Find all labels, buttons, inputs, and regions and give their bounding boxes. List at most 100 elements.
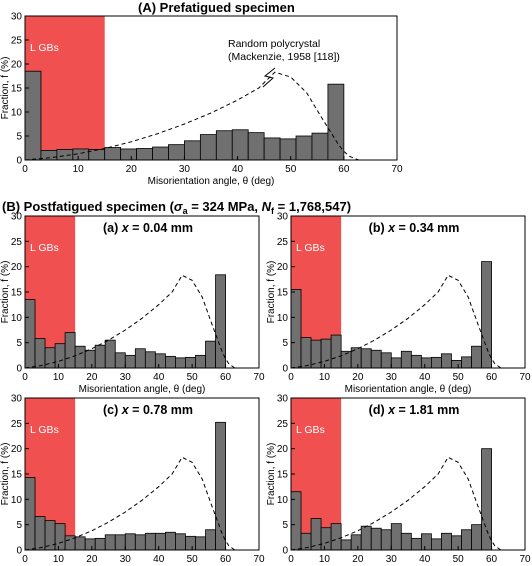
y-axis-label: Fraction, f (%) — [0, 261, 11, 324]
bar — [34, 338, 46, 369]
x-tick-label: 70 — [253, 554, 265, 565]
x-axis-label: Misorientation angle, θ (deg) — [148, 176, 275, 187]
bar — [24, 70, 42, 161]
x-tick-label: 60 — [486, 372, 498, 383]
x-axis-label: Misorientation angle, θ (deg) — [79, 384, 206, 395]
panel-b-mid: = 324 MPa, — [188, 199, 262, 214]
bar — [184, 140, 201, 161]
y-tick-label: 15 — [11, 288, 23, 299]
annotation-line: Random polycrystal — [228, 38, 320, 50]
x-tick-label: 50 — [453, 554, 465, 565]
y-axis-label: Fraction, f (%) — [0, 57, 11, 120]
bar — [84, 538, 96, 551]
bar — [134, 534, 146, 551]
x-tick-label: 60 — [338, 164, 350, 175]
subplot-title: (b) x = 0.34 mm — [369, 221, 460, 235]
bar — [400, 532, 412, 551]
bar — [154, 532, 166, 551]
bar — [205, 529, 216, 551]
y-tick-label: 25 — [277, 419, 289, 430]
subplot-title-prefix: (b) — [369, 221, 388, 235]
random-curve — [24, 71, 359, 161]
bar — [44, 520, 56, 551]
bar — [185, 535, 196, 551]
x-tick-label: 10 — [53, 372, 65, 383]
x-tick-label: 10 — [53, 554, 65, 565]
bar — [451, 359, 462, 369]
y-tick-label: 0 — [16, 546, 22, 557]
bar — [152, 146, 169, 161]
lgb-label: L GBs — [296, 242, 325, 254]
bar — [40, 149, 58, 161]
subplot-title-suffix: = 0.78 mm — [129, 403, 193, 417]
subplot-title-suffix: = 0.04 mm — [129, 221, 193, 235]
bar — [231, 129, 249, 161]
x-tick-label: 0 — [22, 372, 28, 383]
bar — [94, 344, 106, 369]
panel-b-sigma-sub: a — [183, 206, 189, 216]
bar — [104, 534, 116, 551]
y-tick-label: 25 — [11, 36, 23, 47]
y-tick-label: 10 — [11, 313, 23, 324]
bar — [290, 289, 302, 369]
bar — [34, 516, 46, 551]
subplot-title-var: x — [387, 221, 396, 235]
y-tick-label: 25 — [277, 237, 289, 248]
x-tick-label: 40 — [153, 372, 165, 383]
x-tick-label: 50 — [187, 554, 199, 565]
bar — [370, 527, 382, 551]
subplot-title-prefix: (d) — [369, 403, 388, 417]
bar — [330, 523, 342, 551]
bar — [370, 349, 382, 369]
bar — [410, 354, 422, 369]
bar — [247, 132, 265, 161]
subplot-title-prefix: (a) — [103, 221, 122, 235]
bar — [461, 529, 472, 551]
annotation-leader — [262, 67, 276, 88]
bar — [136, 148, 153, 161]
annotation-line: (Mackenzie, 1958 [118]) — [228, 51, 340, 63]
x-tick-label: 70 — [519, 372, 531, 383]
bar — [195, 536, 206, 551]
y-axis-label: Fraction, f (%) — [266, 261, 277, 324]
panel-a-title: (A) Prefatigued specimen — [138, 0, 295, 15]
bar — [24, 299, 36, 369]
x-tick-label: 30 — [120, 372, 132, 383]
x-tick-label: 30 — [120, 554, 132, 565]
subplot-title-var: x — [387, 403, 396, 417]
bar — [350, 534, 362, 551]
x-tick-label: 60 — [220, 554, 232, 565]
bar — [164, 355, 176, 369]
bar — [44, 347, 56, 369]
y-tick-label: 10 — [11, 108, 23, 119]
subplot-title-suffix: = 1.81 mm — [395, 403, 459, 417]
bar — [205, 340, 216, 369]
bar — [215, 274, 226, 369]
bar — [24, 477, 36, 551]
bar — [461, 356, 472, 369]
subplot-title: (a) x = 0.04 mm — [103, 221, 193, 235]
subplot-title-var: x — [121, 221, 130, 235]
bar — [195, 354, 206, 369]
x-tick-label: 40 — [232, 164, 244, 175]
bar — [124, 354, 136, 369]
y-tick-label: 30 — [11, 212, 23, 223]
x-tick-label: 60 — [486, 554, 498, 565]
y-tick-label: 20 — [11, 262, 23, 273]
bar — [124, 533, 136, 551]
y-tick-label: 25 — [11, 237, 23, 248]
x-tick-label: 70 — [391, 164, 403, 175]
bar — [471, 345, 482, 369]
x-tick-label: 0 — [22, 554, 28, 565]
bar — [320, 527, 332, 551]
chart-x004: L GBs 0 5 10 15 20 25 30 0 10 20 30 40 50 60 70 Misorien… — [0, 212, 265, 396]
panel-b-title: (B) Postfatigued specimen (σa = 324 MPa,… — [2, 199, 351, 216]
bar — [84, 349, 96, 369]
y-tick-label: 30 — [277, 394, 289, 405]
y-tick-label: 5 — [16, 520, 22, 531]
bar — [380, 352, 392, 369]
bar — [175, 357, 186, 369]
y-tick-label: 20 — [277, 444, 289, 455]
y-tick-label: 15 — [277, 288, 289, 299]
